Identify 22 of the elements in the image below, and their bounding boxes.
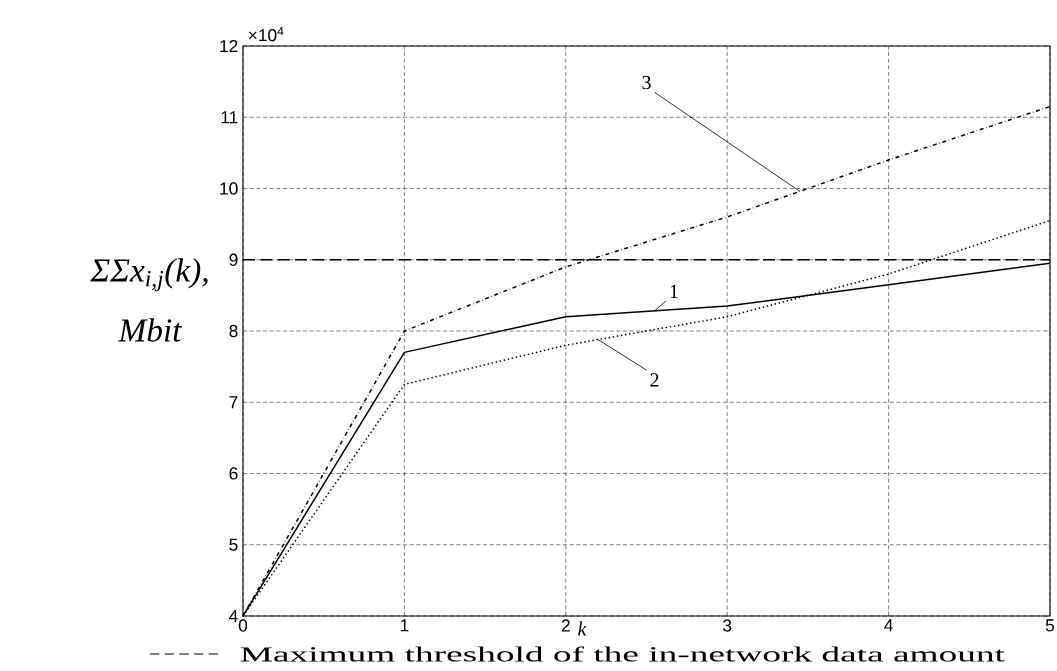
y-tick-label: 7: [229, 396, 238, 409]
x-tick-label: 4: [884, 619, 893, 632]
legend-label: Maximum threshold of the in-network data amount: [240, 646, 1005, 662]
y-tick-label: 11: [221, 111, 238, 124]
x-axis-title: k: [578, 621, 587, 636]
x-tick-label: 3: [723, 619, 732, 632]
text: 3: [642, 75, 651, 90]
y-tick-label: 4: [229, 610, 238, 622]
y-tick-label: 12: [220, 39, 238, 53]
x-tick-label: 2: [561, 619, 570, 632]
y-tick-label: 9: [229, 253, 238, 266]
x-tick-label: 0: [238, 619, 248, 632]
y-tick-label: 5: [229, 538, 238, 551]
text: ×10$^{4}$: [248, 26, 284, 42]
series-label: 1: [670, 284, 678, 299]
x-tick-label: 1: [400, 619, 409, 632]
y-tick-label: 8: [229, 324, 238, 338]
y-tick-label: 10: [220, 182, 238, 195]
x-tick-label: 5: [1045, 619, 1055, 632]
y-tick-label: 6: [229, 467, 238, 480]
text: 2: [650, 373, 659, 387]
y-axis-title: ΣΣx$_{i,j}$(k), Mbit: [90, 258, 208, 342]
